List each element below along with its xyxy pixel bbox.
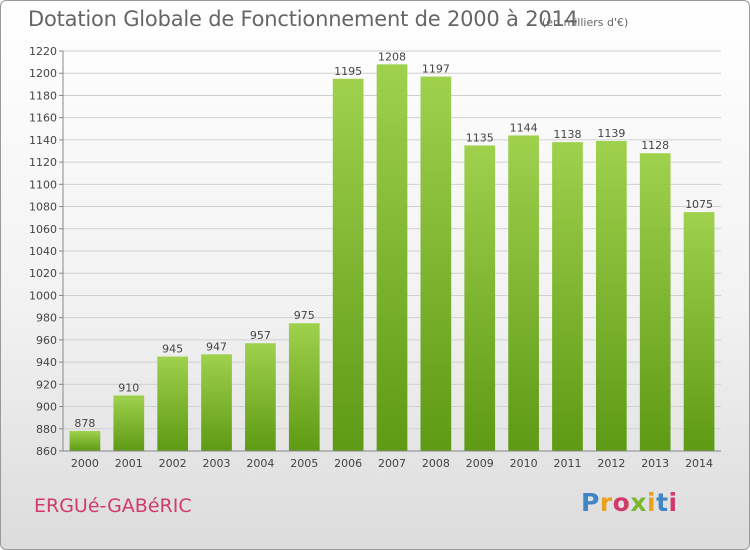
x-tick-label: 2013: [641, 457, 669, 470]
data-label-2014: 1075: [685, 198, 713, 211]
data-label-2003: 947: [206, 340, 227, 353]
bars: [69, 64, 715, 452]
y-tick-label: 1140: [29, 134, 57, 147]
data-label-2009: 1135: [466, 131, 494, 144]
x-tick-label: 2011: [553, 457, 581, 470]
x-tick-label: 2004: [246, 457, 274, 470]
data-label-2007: 1208: [378, 50, 406, 63]
data-label-2005: 975: [294, 309, 315, 322]
y-tick-label: 1100: [29, 178, 57, 191]
data-label-2004: 957: [250, 329, 271, 342]
bar-2000: [69, 431, 101, 451]
bar-2005: [288, 323, 320, 451]
data-label-2013: 1128: [641, 139, 669, 152]
commune-name: ERGUé-GABéRIC: [34, 495, 192, 517]
y-tick-label: 1200: [29, 67, 57, 80]
data-label-2001: 910: [118, 381, 139, 394]
x-tick-label: 2006: [334, 457, 362, 470]
x-tick-label: 2010: [510, 457, 538, 470]
x-tick-label: 2014: [685, 457, 713, 470]
bar-2003: [201, 354, 232, 451]
chart-unit-note: (en milliers d'€): [542, 16, 629, 29]
chart-title: Dotation Globale de Fonctionnement de 20…: [28, 7, 578, 31]
y-tick-label: 1220: [29, 45, 57, 58]
bar-2011: [552, 142, 583, 451]
y-tick-label: 860: [36, 445, 57, 458]
bar-2013: [639, 153, 671, 451]
x-tick-label: 2005: [290, 457, 318, 470]
x-axis-ticks: 2000 2001 2002 2003 2004 2005 2006 2007 2008 2009…: [71, 457, 713, 470]
y-tick-label: 960: [36, 334, 57, 347]
y-tick-label: 1120: [29, 156, 57, 169]
bar-2008: [420, 76, 452, 452]
axes: [62, 51, 721, 452]
y-tick-label: 1000: [29, 289, 57, 302]
data-label-2010: 1144: [510, 121, 538, 134]
bar-2010: [508, 135, 539, 451]
x-tick-label: 2009: [466, 457, 494, 470]
y-tick-label: 1040: [29, 245, 57, 258]
y-axis-ticks: 860 880 900 920 940 960 980 1000 1020 1040 1060 108…: [29, 45, 63, 458]
y-tick-label: 1080: [29, 201, 57, 214]
x-tick-label: 2000: [71, 457, 99, 470]
y-tick-label: 980: [36, 312, 57, 325]
bar-2012: [595, 141, 627, 451]
y-tick-label: 880: [36, 423, 57, 436]
bar-2007: [376, 64, 408, 452]
data-labels: 878 910 945 947 957 975 1195 1208 1197 1135 1144 11…: [74, 50, 713, 430]
data-label-2006: 1195: [334, 65, 362, 78]
data-label-2002: 945: [162, 343, 183, 356]
bar-2001: [113, 395, 145, 451]
y-tick-label: 940: [36, 356, 57, 369]
bar-2004: [245, 343, 276, 451]
data-label-2000: 878: [74, 417, 95, 430]
y-tick-label: 1060: [29, 223, 57, 236]
data-label-2011: 1138: [553, 128, 581, 141]
bar-2014: [683, 212, 715, 451]
y-tick-label: 1160: [29, 112, 57, 125]
x-tick-label: 2007: [378, 457, 406, 470]
x-tick-label: 2001: [115, 457, 143, 470]
proxiti-logo: Proxiti: [581, 488, 678, 517]
y-tick-label: 1020: [29, 267, 57, 280]
bar-2009: [464, 145, 496, 451]
y-tick-label: 1180: [29, 89, 57, 102]
bar-2006: [332, 78, 364, 452]
x-tick-label: 2002: [159, 457, 187, 470]
y-tick-label: 920: [36, 378, 57, 391]
data-label-2008: 1197: [422, 63, 450, 76]
data-label-2012: 1139: [597, 127, 625, 140]
x-tick-label: 2003: [203, 457, 231, 470]
y-tick-label: 900: [36, 401, 57, 414]
x-tick-label: 2008: [422, 457, 450, 470]
x-tick-label: 2012: [597, 457, 625, 470]
bar-2002: [157, 356, 189, 451]
